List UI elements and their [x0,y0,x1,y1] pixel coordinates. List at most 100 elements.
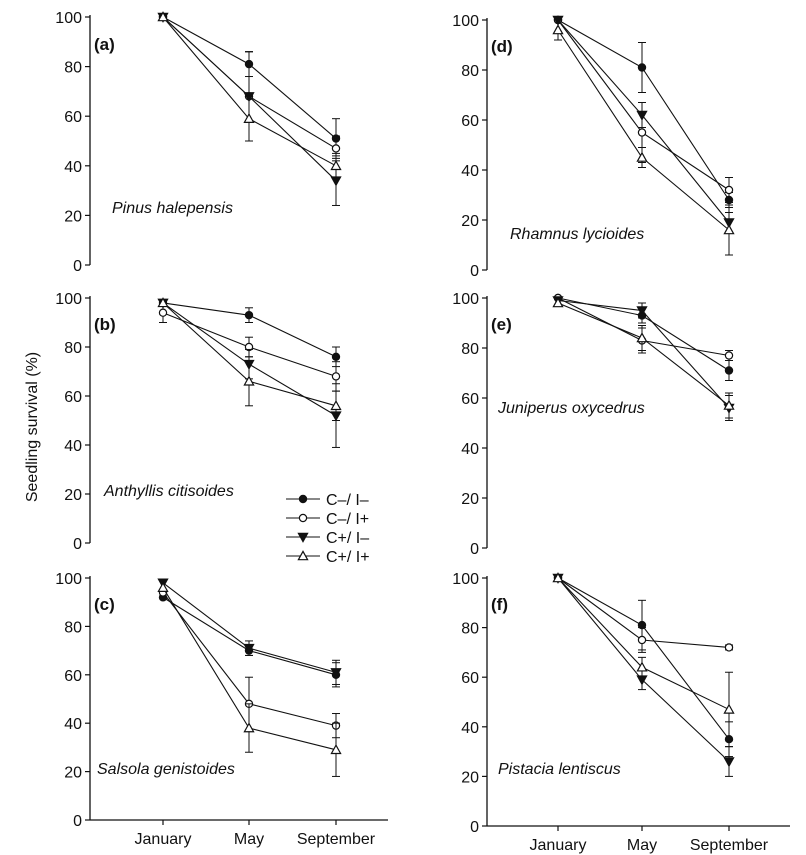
data-point [330,159,342,171]
series-open-triangle-up [157,11,342,179]
data-point [636,332,648,343]
series-open-circle [158,588,341,739]
y-tick-label: 0 [73,813,82,830]
data-point [330,399,342,411]
y-tick-label: 40 [461,163,479,180]
y-tick-label: 60 [461,670,479,687]
data-point [724,643,734,652]
data-point [723,399,735,410]
legend-label: C+/ I+ [326,549,370,566]
y-tick-label: 0 [470,263,479,280]
y-tick-label: 40 [64,159,82,176]
y-tick-label: 100 [55,571,82,588]
species-label: Pinus halepensis [112,200,233,217]
data-point [636,151,648,162]
y-tick-label: 80 [64,619,82,636]
series-open-circle [553,15,734,203]
x-tick-label: May [627,837,657,854]
y-tick-label: 60 [64,668,82,685]
legend-label: C–/ I+ [326,511,369,528]
series-line [557,577,730,740]
data-point [330,743,342,755]
data-point [636,306,648,317]
y-tick-label: 0 [470,819,479,836]
species-label: Rhamnus lycioides [510,226,644,243]
series-open-triangle-up [157,581,342,777]
data-point [636,661,648,672]
series-filled-circle [158,593,341,688]
x-tick-label: January [135,831,192,848]
panel-letter: (e) [491,315,512,334]
y-tick-label: 80 [64,60,82,77]
data-point [724,351,734,360]
legend-marker [297,532,309,543]
legend-marker [297,550,309,561]
y-tick-label: 0 [470,541,479,558]
data-point [331,352,341,361]
y-axis-label: Seedling survival (%) [24,352,41,502]
x-tick-label: September [690,837,769,854]
panel-letter: (c) [94,595,115,614]
data-point [724,366,734,375]
panel-letter: (a) [94,35,115,54]
data-point [552,24,564,35]
y-tick-label: 40 [461,720,479,737]
legend-marker [298,513,308,523]
data-point [723,703,735,714]
y-tick-label: 60 [64,389,82,406]
legend-item: C–/ I+ [286,511,369,528]
panel-letter: (f) [491,595,508,614]
y-tick-label: 0 [73,536,82,553]
legend: C–/ I– C–/ I+ C+/ I– C+/ I+ [286,492,370,566]
series-filled-triangle-down [157,578,342,685]
data-point [157,581,169,592]
data-point [243,375,255,386]
panels: 0 20 40 60 80 100 (a) Pinus halepensis 0 20 40 60 80… [55,10,790,854]
panel-f: January May September 0 20 40 60 80 100 (f) Pistac… [452,571,790,854]
species-label: Anthyllis citisoides [103,483,234,500]
data-point [724,185,734,195]
series-line [162,596,337,676]
data-point [636,110,648,121]
y-tick-label: 80 [64,340,82,357]
data-point [243,643,255,655]
y-tick-label: 60 [461,113,479,130]
series-open-triangle-up [552,19,735,256]
y-tick-label: 100 [452,13,479,30]
series-filled-circle [158,12,341,159]
series-open-triangle-up [552,297,735,419]
data-point [157,297,169,308]
panel-b: 0 20 40 60 80 100 (b) Anthyllis citisoides [55,291,342,553]
y-tick-label: 100 [55,291,82,308]
series-open-circle [158,12,341,162]
data-point [243,722,255,733]
y-tick-label: 80 [461,63,479,80]
series-open-circle [158,302,341,392]
legend-item: C+/ I– [286,530,369,547]
panel-letter: (b) [94,315,116,334]
x-tick-label: May [234,831,264,848]
data-point [552,572,564,583]
data-point [244,310,254,320]
y-tick-label: 60 [64,109,82,126]
y-tick-label: 20 [64,765,82,782]
data-point [637,635,647,645]
data-point [243,112,255,123]
y-tick-label: 100 [55,10,82,27]
data-point [331,372,341,381]
data-point [723,757,735,768]
data-point [330,668,342,679]
y-tick-label: 100 [452,571,479,588]
x-tick-label: September [297,831,376,848]
data-point [158,308,168,317]
series-open-triangle-up [552,572,735,748]
series-line [162,582,337,673]
series-filled-triangle-down [552,573,735,777]
data-point [723,224,735,235]
series-filled-triangle-down [552,15,735,233]
y-tick-label: 60 [461,391,479,408]
series-open-circle [553,573,734,653]
species-label: Salsola genistoides [97,761,235,778]
x-tick-label: January [530,837,587,854]
